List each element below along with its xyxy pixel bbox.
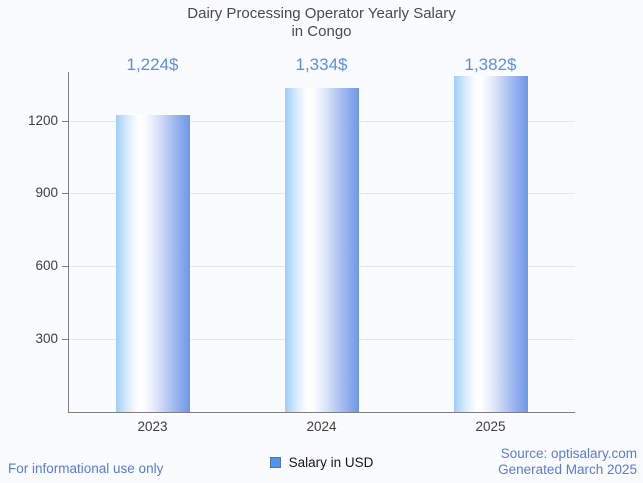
y-axis-tick [62,120,68,122]
chart-title-line1: Dairy Processing Operator Yearly Salary [187,5,456,22]
bar-value-label: 1,382$ [464,55,517,74]
source-text: Source: optisalary.com [500,446,637,461]
source-block: Source: optisalary.com Generated March 2… [498,446,637,477]
x-tick-label: 2023 [137,419,168,434]
y-axis-tick [62,193,68,195]
salary-bar-2023[interactable] [115,114,190,412]
y-tick-label: 900 [35,185,58,201]
legend-marker-icon [269,457,281,468]
chart-title-line2: in Congo [291,23,352,40]
chart-legend[interactable]: Salary in USD [0,455,643,470]
salary-bar-2024[interactable] [284,88,359,412]
y-tick-label: 600 [35,258,58,274]
disclaimer-text: For informational use only [8,461,164,476]
x-tick-label: 2025 [475,419,506,434]
y-axis-tick [62,266,68,268]
y-axis-line [68,72,69,412]
legend-label: Salary in USD [288,455,374,470]
bar-value-label: 1,224$ [126,55,179,74]
y-tick-label: 1200 [27,112,58,128]
y-axis-tick [62,339,68,341]
chart-title: Dairy Processing Operator Yearly Salary … [0,5,643,41]
salary-bar-2025[interactable] [453,76,528,412]
x-axis-line [68,412,575,413]
generated-text: Generated March 2025 [498,461,637,477]
y-tick-label: 300 [35,331,58,347]
x-tick-label: 2024 [306,419,337,434]
bar-value-label: 1,334$ [295,55,348,74]
